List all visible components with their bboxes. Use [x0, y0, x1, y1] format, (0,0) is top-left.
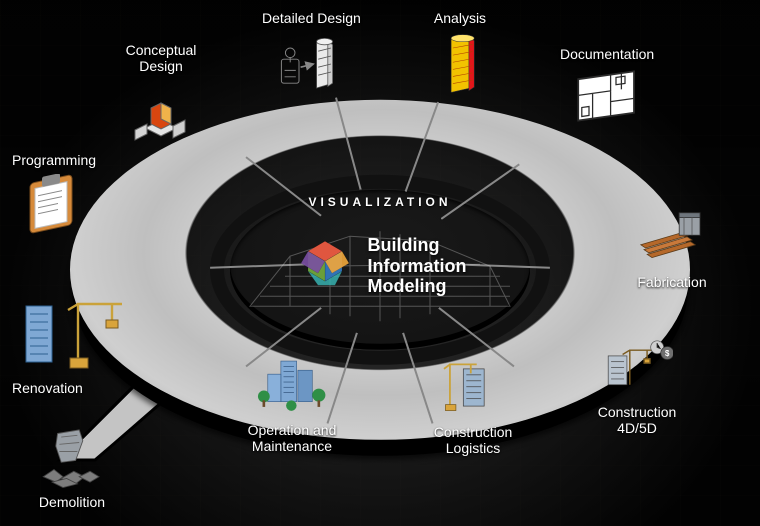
phase-label: Demolition [39, 494, 105, 510]
center-building-wire-icon [230, 186, 530, 346]
phase-renovation: Renovation [12, 288, 132, 396]
campus-trees-icon [256, 352, 328, 416]
phase-analysis: Analysis [424, 10, 496, 100]
phase-demolition: Demolition [36, 420, 108, 510]
tower-wireframe-icon [275, 32, 347, 96]
rubble-icon [36, 424, 108, 488]
phase-label: ConceptualDesign [116, 42, 206, 74]
diagram-stage: VISUALIZATION [0, 0, 760, 526]
center-block: Building Information Modeling [230, 186, 530, 346]
bim-hex-logo-icon [294, 235, 356, 297]
phase-label: Operation andMaintenance [232, 422, 352, 454]
phase-operation-maintenance: Operation andMaintenance [232, 348, 352, 454]
phase-label: Analysis [434, 10, 486, 26]
crane-building-icon [437, 354, 509, 418]
massing-blocks-icon [125, 80, 197, 144]
phase-label: Construction4D/5D [582, 404, 692, 436]
phase-conceptual-design: ConceptualDesign [116, 42, 206, 148]
phase-programming: Programming [12, 152, 96, 242]
floorplan-icon [571, 68, 643, 132]
phase-documentation: Documentation [560, 46, 654, 136]
phase-fabrication: Fabrication [636, 200, 708, 290]
phase-label: Fabrication [637, 274, 706, 290]
steel-lumber-icon [636, 204, 708, 268]
crane-building-cost-icon: $ [601, 334, 673, 398]
svg-text:$: $ [665, 349, 670, 358]
phase-label: Renovation [12, 380, 83, 396]
analysis-tower-icon [424, 32, 496, 96]
phase-label: Detailed Design [262, 10, 361, 26]
phase-label: Programming [12, 152, 96, 168]
phase-label: Documentation [560, 46, 654, 62]
phase-label: ConstructionLogistics [418, 424, 528, 456]
phase-detailed-design: Detailed Design [262, 10, 361, 100]
phase-construction-logistics: ConstructionLogistics [418, 350, 528, 456]
renovation-crane-icon [12, 292, 132, 376]
phase-construction-4d5d: $ Construction4D/5D [582, 330, 692, 436]
clipboard-icon [18, 174, 90, 238]
